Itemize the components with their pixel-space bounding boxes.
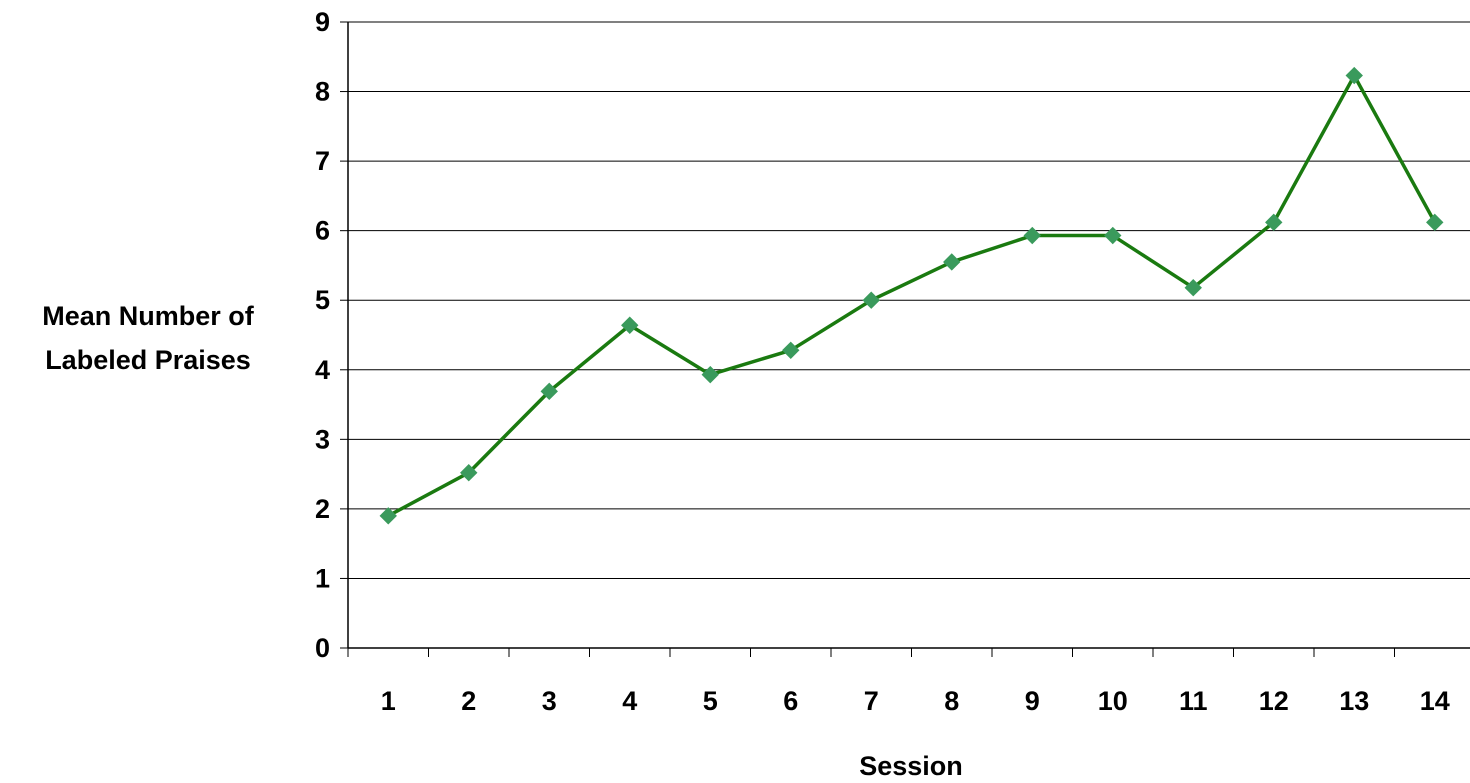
series: [379, 66, 1444, 525]
x-tick-label: 6: [783, 686, 798, 716]
x-tick-label: 11: [1179, 686, 1208, 716]
y-tick-label: 9: [315, 7, 330, 37]
x-tick-labels: 1 2 3 4 5 6 7 8 9 10 11 12 13 14: [381, 686, 1450, 716]
x-tick-label: 3: [542, 686, 557, 716]
x-tick-label: 8: [944, 686, 959, 716]
series-line: [387, 73, 1437, 518]
data-point-session-4: [621, 316, 639, 334]
data-point-session-9: [1023, 226, 1041, 245]
data-point-session-10: [1104, 226, 1122, 245]
y-tick-labels: 0 1 2 3 4 5 6 7 8 9: [315, 7, 330, 663]
data-point-session-12: [1265, 213, 1283, 232]
x-tick-label: 14: [1420, 686, 1450, 716]
data-point-session-6: [782, 341, 800, 360]
x-tick-label: 10: [1098, 686, 1128, 716]
y-tick-label: 8: [315, 77, 330, 107]
y-axis-label-line-1: Mean Number of: [42, 301, 255, 331]
x-tick-label: 4: [622, 686, 637, 716]
y-tick-label: 3: [315, 424, 330, 454]
data-point-session-2: [460, 464, 478, 482]
y-tick-label: 7: [315, 146, 330, 176]
x-tick-label: 2: [461, 686, 476, 716]
data-point-session-1: [379, 507, 397, 525]
data-point-session-8: [943, 253, 961, 271]
x-tick-label: 7: [864, 686, 879, 716]
y-axis-label-line-2: Labeled Praises: [45, 345, 251, 375]
y-tick-label: 5: [315, 285, 330, 315]
y-tick-label: 2: [315, 494, 330, 524]
axes: [340, 21, 1470, 657]
x-tick-label: 5: [703, 686, 718, 716]
x-axis-label: Session: [859, 751, 963, 778]
y-tick-label: 1: [315, 563, 330, 593]
x-tick-label: 13: [1339, 686, 1369, 716]
y-tick-label: 4: [315, 355, 330, 385]
x-tick-label: 12: [1259, 686, 1289, 716]
data-point-session-7: [862, 291, 880, 309]
data-point-session-13: [1345, 66, 1363, 85]
x-tick-label: 9: [1025, 686, 1040, 716]
data-point-session-11: [1184, 278, 1202, 297]
y-tick-label: 0: [315, 633, 330, 663]
data-point-session-14: [1426, 213, 1444, 232]
data-point-session-3: [540, 382, 558, 401]
y-tick-label: 6: [315, 216, 330, 246]
gridlines: [348, 21, 1470, 579]
x-tick-label: 1: [381, 686, 396, 716]
data-point-session-5: [701, 365, 719, 384]
